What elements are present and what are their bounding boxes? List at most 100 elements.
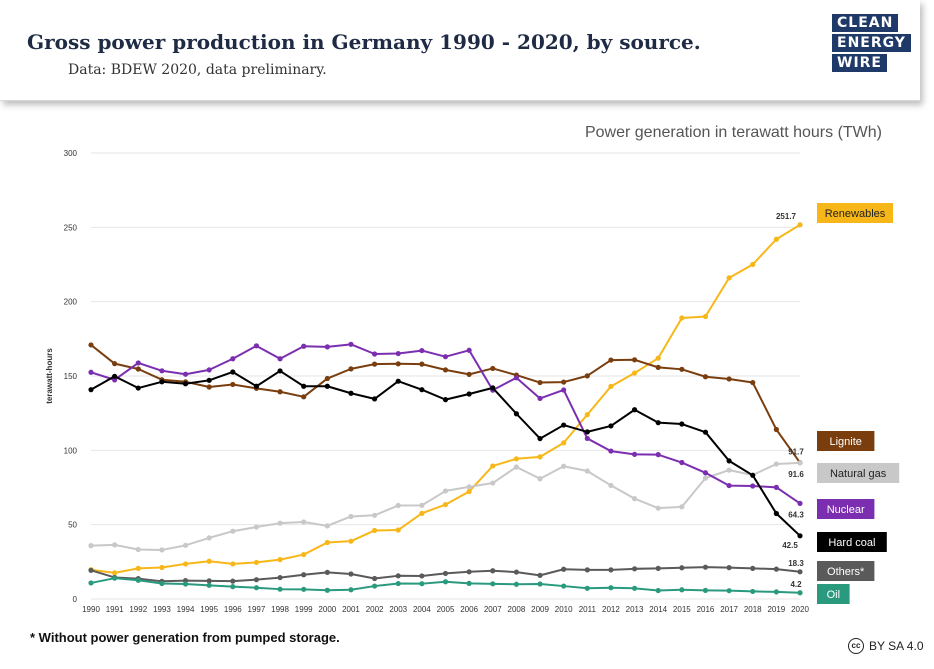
data-point xyxy=(395,350,401,357)
data-point xyxy=(324,523,330,529)
data-point xyxy=(584,412,590,418)
data-point xyxy=(561,583,567,589)
data-point xyxy=(631,357,638,363)
data-point xyxy=(372,396,378,402)
y-tick-label: 150 xyxy=(64,372,78,381)
y-axis-label: terawatt-hours xyxy=(45,348,54,404)
data-point xyxy=(182,381,189,387)
clean-energy-wire-logo: CLEAN ENERGY WIRE xyxy=(832,14,911,74)
data-point xyxy=(466,484,472,490)
data-point xyxy=(206,558,212,564)
data-point xyxy=(159,379,165,385)
x-tick-label: 2018 xyxy=(744,605,762,614)
data-point xyxy=(206,367,212,373)
x-tick-label: 2009 xyxy=(531,605,549,614)
data-point xyxy=(466,569,472,575)
data-point xyxy=(206,578,212,584)
data-point xyxy=(773,510,779,517)
x-tick-label: 1991 xyxy=(106,605,124,614)
data-point xyxy=(135,385,141,391)
data-point xyxy=(773,484,779,490)
data-point xyxy=(750,261,756,268)
data-point xyxy=(750,472,756,478)
data-point xyxy=(348,390,354,396)
data-point xyxy=(277,368,283,374)
series-label-box xyxy=(817,463,900,483)
x-tick-label: 2006 xyxy=(460,605,478,614)
data-point xyxy=(561,463,567,469)
data-point xyxy=(702,564,709,570)
data-point xyxy=(702,587,709,593)
data-point xyxy=(324,375,330,382)
data-point xyxy=(584,468,590,474)
data-point xyxy=(655,364,661,370)
logo-line-3: WIRE xyxy=(832,54,887,72)
data-point xyxy=(324,383,330,389)
series-label-box xyxy=(817,499,875,519)
data-point xyxy=(608,423,614,429)
logo-line-1: CLEAN xyxy=(832,14,899,32)
data-point xyxy=(395,573,401,579)
x-tick-label: 2010 xyxy=(555,605,573,614)
series-line-hard-coal xyxy=(90,369,801,537)
data-point xyxy=(159,547,165,553)
data-point xyxy=(797,500,803,507)
series-line-lignite xyxy=(90,344,801,464)
data-point xyxy=(88,369,94,375)
data-point xyxy=(277,574,283,581)
data-point xyxy=(655,505,661,511)
data-point xyxy=(702,374,709,380)
x-tick-label: 2003 xyxy=(389,605,407,614)
data-point xyxy=(253,559,260,566)
y-tick-label: 50 xyxy=(68,521,77,530)
data-point xyxy=(631,566,638,572)
series-label-box xyxy=(817,431,875,451)
data-point xyxy=(537,395,543,402)
data-point xyxy=(773,426,779,433)
data-point xyxy=(631,451,638,457)
data-point xyxy=(797,533,803,539)
data-point xyxy=(301,383,307,389)
data-point xyxy=(230,381,236,388)
data-point xyxy=(513,569,520,575)
data-point xyxy=(182,371,189,377)
data-point xyxy=(490,581,496,587)
data-point xyxy=(655,355,661,361)
data-point xyxy=(301,586,307,592)
data-point xyxy=(797,590,803,596)
data-point xyxy=(88,543,94,549)
data-point xyxy=(490,365,496,372)
x-tick-label: 2011 xyxy=(579,605,597,614)
data-point xyxy=(419,510,425,516)
data-point xyxy=(324,344,330,350)
data-point xyxy=(490,463,496,469)
data-point xyxy=(135,577,141,583)
data-point xyxy=(655,452,661,458)
end-value-label: 251.7 xyxy=(776,212,797,221)
data-point xyxy=(773,566,779,572)
data-point xyxy=(726,482,732,489)
data-point xyxy=(206,384,212,390)
data-point xyxy=(159,580,165,587)
data-point xyxy=(206,582,212,588)
data-point xyxy=(324,539,330,546)
x-tick-label: 2004 xyxy=(413,605,431,614)
x-tick-label: 1992 xyxy=(129,605,147,614)
data-point xyxy=(419,347,425,354)
data-point xyxy=(206,535,212,541)
x-tick-label: 1993 xyxy=(153,605,171,614)
data-point xyxy=(702,470,709,476)
series-label: Others* xyxy=(827,566,865,578)
data-point xyxy=(372,512,378,518)
data-point xyxy=(372,527,378,534)
data-point xyxy=(655,587,661,594)
data-point xyxy=(395,361,401,367)
data-point xyxy=(490,568,496,574)
data-point xyxy=(277,520,283,526)
x-tick-label: 1990 xyxy=(82,605,100,614)
data-point xyxy=(419,502,425,508)
data-point xyxy=(584,373,590,379)
data-point xyxy=(750,588,756,595)
data-point xyxy=(608,482,614,489)
data-point xyxy=(679,315,685,321)
